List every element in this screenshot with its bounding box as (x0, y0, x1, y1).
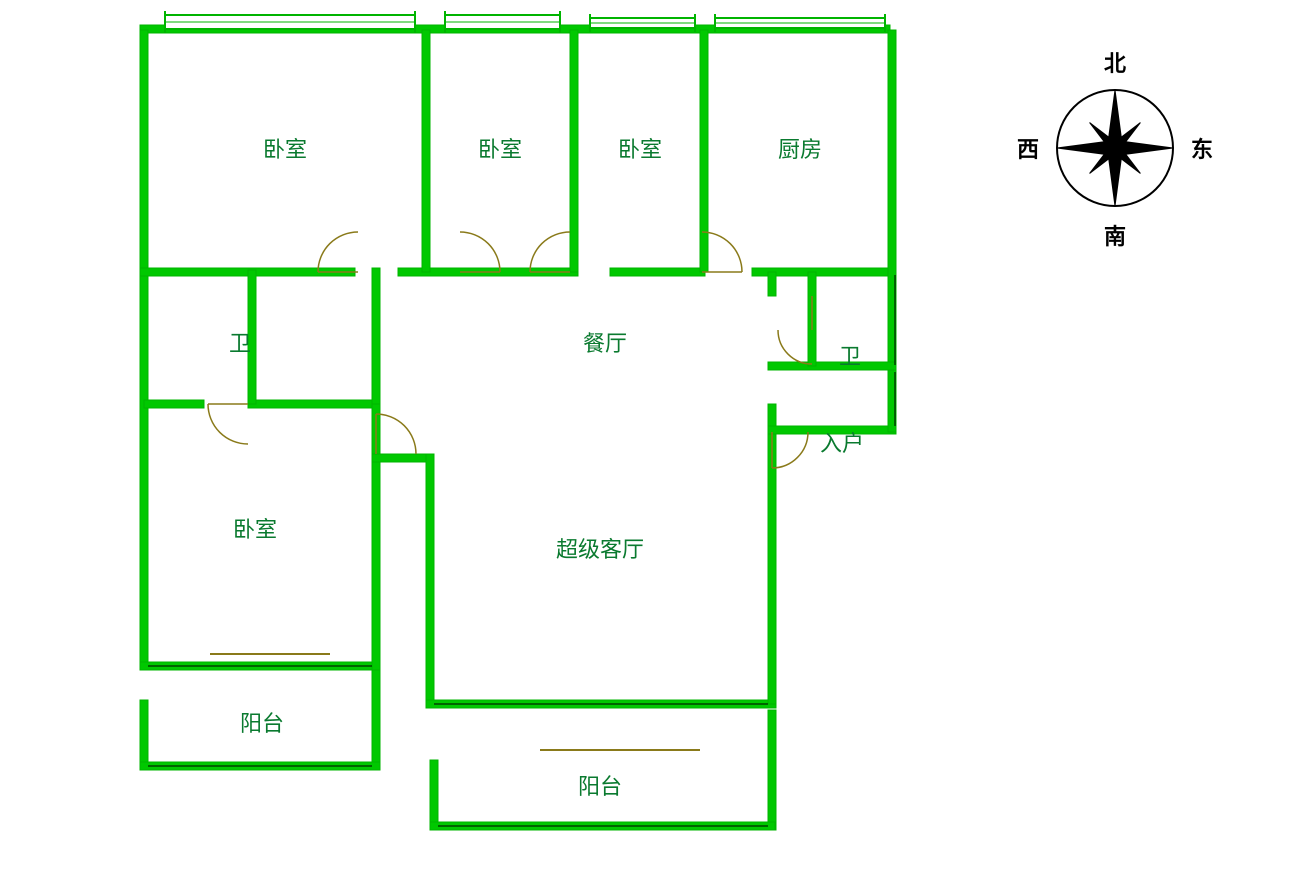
compass-south-label: 南 (1104, 219, 1126, 251)
wall (372, 454, 432, 462)
room-label-bedroom-4: 卧室 (233, 512, 277, 544)
room-label-bedroom-1: 卧室 (263, 132, 307, 164)
window (445, 11, 560, 33)
door (460, 232, 500, 272)
room-label-living: 超级客厅 (556, 532, 644, 564)
room-label-bathroom-2: 卫 (839, 339, 861, 371)
compass-rose-icon (1057, 90, 1173, 206)
compass-west-label: 西 (1017, 132, 1039, 164)
wall (426, 454, 434, 704)
wall (768, 710, 776, 830)
door (376, 414, 416, 454)
wall (430, 760, 438, 830)
wall (140, 30, 148, 670)
window (165, 11, 415, 33)
wall (248, 400, 378, 408)
wall (372, 670, 380, 770)
room-label-bathroom-1: 卫 (229, 326, 251, 358)
floor-plan-canvas: 北 南 东 西 卧室卧室卧室厨房卫餐厅卫入户卧室超级客厅阳台阳台 (0, 0, 1311, 884)
room-label-entry: 入户 (820, 426, 864, 458)
door (772, 432, 808, 468)
wall (422, 30, 430, 272)
wall (144, 400, 204, 408)
compass-north-label: 北 (1104, 46, 1126, 78)
wall (768, 272, 776, 296)
door (318, 232, 358, 272)
door (778, 296, 812, 364)
wall (768, 362, 896, 370)
door (208, 404, 248, 444)
compass-east-label: 东 (1191, 132, 1213, 164)
room-label-kitchen: 厨房 (778, 132, 822, 164)
wall (700, 30, 708, 272)
wall (570, 30, 578, 272)
room-label-bedroom-3: 卧室 (618, 132, 662, 164)
wall (610, 268, 705, 276)
wall (140, 700, 148, 770)
room-label-bedroom-2: 卧室 (478, 132, 522, 164)
room-label-balcony-1: 阳台 (240, 706, 284, 738)
wall (372, 268, 380, 708)
door (530, 232, 570, 272)
room-label-dining: 餐厅 (583, 326, 627, 358)
room-label-balcony-2: 阳台 (578, 769, 622, 801)
